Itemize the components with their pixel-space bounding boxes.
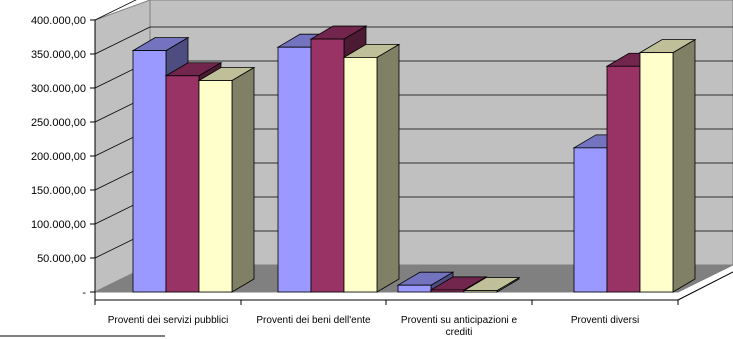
bar-side bbox=[376, 43, 400, 293]
y-tick-label: 250.000,00 bbox=[31, 117, 86, 129]
y-tick-label: 400.000,00 bbox=[31, 15, 86, 27]
y-tick-label: 200.000,00 bbox=[31, 151, 86, 163]
bar-cat4-series3 bbox=[638, 38, 697, 293]
bar-side bbox=[231, 66, 255, 293]
bar-front bbox=[463, 290, 498, 293]
bar-front bbox=[639, 52, 674, 293]
bar-front bbox=[165, 75, 200, 293]
bar-front bbox=[343, 57, 378, 293]
bar-front bbox=[198, 80, 233, 293]
gridline-side-7 bbox=[94, 26, 151, 55]
y-tick-label: 300.000,00 bbox=[31, 83, 86, 95]
bar-front bbox=[573, 147, 608, 293]
bar-cat3-series3 bbox=[462, 276, 521, 293]
y-tick-label: 100.000,00 bbox=[31, 219, 86, 231]
bar-cat1-series3 bbox=[197, 66, 256, 293]
y-tick-label: 50.000,00 bbox=[37, 253, 86, 265]
x-tick-label: Proventi su anticipazioni e crediti bbox=[401, 315, 518, 338]
x-tick-label: Proventi dei servizi pubblici bbox=[108, 315, 229, 326]
bar-front bbox=[430, 289, 465, 293]
y-axis-ticks: - 50.000,00 100.000,00 150.000,00 200.000,00… bbox=[31, 15, 95, 299]
y-tick-label: - bbox=[82, 287, 86, 299]
y-tick-label: 150.000,00 bbox=[31, 185, 86, 197]
x-tick-label: Proventi dei beni dell'ente bbox=[256, 315, 371, 326]
bar-front bbox=[277, 46, 312, 293]
bar-front bbox=[132, 50, 167, 293]
bar-side bbox=[672, 38, 696, 293]
x-tick-label: Proventi diversi bbox=[571, 315, 639, 326]
bar-front bbox=[397, 284, 432, 293]
bar-front bbox=[606, 65, 641, 293]
x-axis-labels: Proventi dei servizi pubblici Proventi de… bbox=[94, 300, 679, 338]
bar-front bbox=[310, 38, 345, 293]
gridline-side-8 bbox=[94, 0, 137, 21]
y-tick-label: 350.000,00 bbox=[31, 49, 86, 61]
bar-cat2-series3 bbox=[342, 43, 401, 293]
x-axis-line-side bbox=[677, 271, 733, 301]
bars bbox=[131, 25, 697, 293]
